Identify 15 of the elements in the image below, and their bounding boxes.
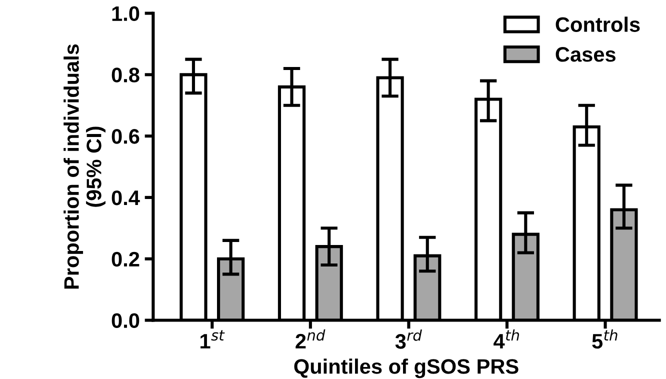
x-tick-label: 5$^{th}$ — [592, 329, 618, 349]
legend-label: Controls — [556, 16, 640, 32]
x-tick-label: 3$^{rd}$ — [395, 330, 422, 349]
x-axis-title: Quintiles of gSOS PRS — [294, 358, 518, 378]
y-tick-label: 0.6 — [112, 129, 140, 144]
legend-label: Cases — [556, 47, 616, 62]
y-tick-label: 0.4 — [112, 190, 140, 206]
y-tick-label: 0.0 — [112, 313, 140, 328]
x-tick-label: 2$^{nd}$ — [296, 329, 326, 348]
y-axis-title: Proportion of individuals (95% CI) — [64, 44, 106, 289]
x-tick-label: 1$^{st}$ — [200, 330, 225, 348]
y-tick-label: 0.8 — [112, 68, 140, 82]
x-tick-label: 4$^{th}$ — [494, 329, 520, 348]
y-tick-label: 1.0 — [112, 6, 140, 22]
y-tick-label: 0.2 — [112, 252, 140, 267]
